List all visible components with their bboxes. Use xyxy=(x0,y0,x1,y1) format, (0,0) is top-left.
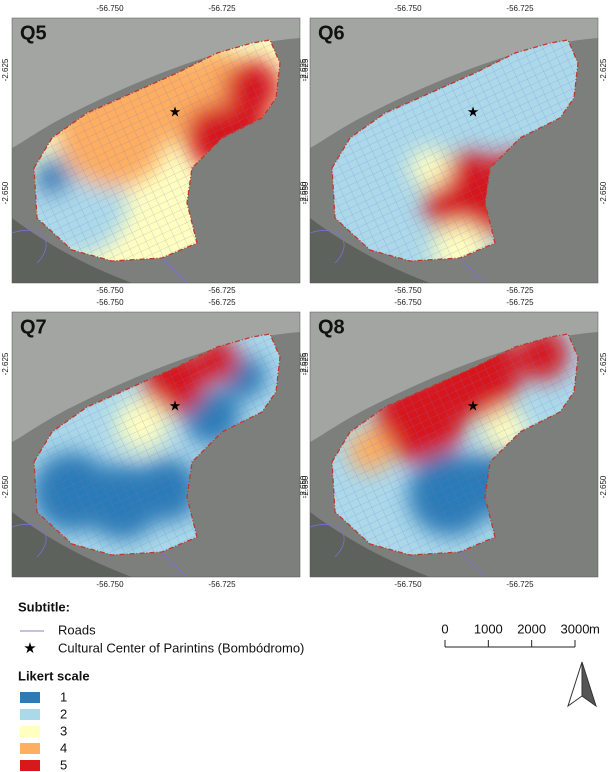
latitude-label: -2.625 xyxy=(1,58,10,81)
legend: Subtitle: Roads ★ Cultural Center of Parint… xyxy=(18,599,304,772)
latitude-label: -2.650 xyxy=(301,475,310,498)
longitude-label: -56.725 xyxy=(208,580,236,589)
road-outside xyxy=(310,523,486,577)
latitude-label: -2.625 xyxy=(301,352,310,375)
forest xyxy=(12,512,132,577)
panel-label: Q7 xyxy=(20,316,47,338)
latitude-label: -2.625 xyxy=(1,352,10,375)
latitude-label: -2.650 xyxy=(1,181,10,204)
latitude-label: -2.625 xyxy=(599,352,608,375)
likert-label: 1 xyxy=(60,689,67,704)
legend-item: Cultural Center of Parintins (Bombódromo… xyxy=(58,640,304,655)
star: ★ xyxy=(467,104,480,120)
map-panel: ★ Q5 -56.750 -56.750 -56.725 -56.725 -2.625 -2.… xyxy=(1,4,310,295)
star-symbol: ★ xyxy=(23,640,36,657)
latitude-label: -2.650 xyxy=(301,181,310,204)
longitude-label: -56.750 xyxy=(96,4,124,13)
scale-tick-label: 3000 xyxy=(561,621,590,636)
latitude-label: -2.625 xyxy=(299,352,308,375)
map-body: ★ xyxy=(310,18,598,283)
map-panel: ★ Q6 -56.750 -56.750 -56.725 -56.725 -2.625 -2.… xyxy=(299,4,608,295)
road-outside xyxy=(12,523,188,577)
latitude-label: -2.650 xyxy=(1,475,10,498)
longitude-label: -56.750 xyxy=(96,580,124,589)
scale-tick-label: 2000 xyxy=(517,621,546,636)
longitude-label: -56.750 xyxy=(96,286,124,295)
likert-label: 2 xyxy=(60,706,67,721)
boundary xyxy=(331,333,579,556)
road-outside xyxy=(12,229,188,283)
longitude-label: -56.725 xyxy=(506,298,534,307)
scale-unit: m xyxy=(589,621,600,636)
latitude-label: -2.625 xyxy=(299,58,308,81)
longitude-label: -56.750 xyxy=(394,298,422,307)
road-outside xyxy=(310,229,486,283)
scale-tick-label: 0 xyxy=(441,621,448,636)
longitude-label: -56.725 xyxy=(208,298,236,307)
map-body: ★ xyxy=(310,312,598,577)
likert-swatch xyxy=(20,692,40,703)
star: ★ xyxy=(169,398,182,414)
longitude-label: -56.750 xyxy=(394,286,422,295)
longitude-label: -56.725 xyxy=(208,286,236,295)
forest xyxy=(310,512,430,577)
scale-bar: 0 1000 2000 3000 m xyxy=(441,621,600,648)
latitude-label: -2.650 xyxy=(599,181,608,204)
north-arrow-right xyxy=(581,661,597,708)
panel-label: Q5 xyxy=(20,22,47,44)
latitude-label: -2.650 xyxy=(299,181,308,204)
latitude-label: -2.650 xyxy=(599,475,608,498)
star: ★ xyxy=(169,104,182,120)
likert-label: 3 xyxy=(60,723,67,738)
scale-title: Likert scale xyxy=(18,668,90,683)
likert-label: 4 xyxy=(60,740,67,755)
likert-swatch xyxy=(20,726,40,737)
scale-tick-label: 1000 xyxy=(474,621,503,636)
legend-title: Subtitle: xyxy=(18,599,70,614)
likert-label: 5 xyxy=(60,757,67,772)
star: ★ xyxy=(467,398,480,414)
latitude-label: -2.650 xyxy=(299,475,308,498)
panel-frame xyxy=(11,311,301,578)
longitude-label: -56.725 xyxy=(506,4,534,13)
map-body: ★ xyxy=(12,18,300,283)
north-arrow-left xyxy=(567,661,583,708)
likert-swatch xyxy=(20,760,40,771)
longitude-label: -56.725 xyxy=(208,4,236,13)
forest xyxy=(310,218,430,283)
panel-frame xyxy=(11,17,301,284)
longitude-label: -56.725 xyxy=(506,286,534,295)
latitude-label: -2.625 xyxy=(599,58,608,81)
boundary xyxy=(33,333,281,556)
likert-swatch xyxy=(20,709,40,720)
map-body: ★ xyxy=(12,312,300,577)
boundary xyxy=(33,39,281,262)
map-panel: ★ Q7 -56.750 -56.750 -56.725 -56.725 -2.625 -2.… xyxy=(1,298,310,589)
longitude-label: -56.750 xyxy=(394,580,422,589)
north-arrow xyxy=(567,661,597,708)
longitude-label: -56.750 xyxy=(96,298,124,307)
longitude-label: -56.725 xyxy=(506,580,534,589)
panel-frame xyxy=(309,311,599,578)
panel-label: Q8 xyxy=(318,316,345,338)
legend-item: Roads xyxy=(58,622,96,637)
panel-label: Q6 xyxy=(318,22,345,44)
longitude-label: -56.750 xyxy=(394,4,422,13)
forest xyxy=(12,218,132,283)
panel-frame xyxy=(309,17,599,284)
boundary xyxy=(331,39,579,262)
map-panel: ★ Q8 -56.750 -56.750 -56.725 -56.725 -2.625 -2.… xyxy=(299,298,608,589)
likert-swatch xyxy=(20,743,40,754)
latitude-label: -2.625 xyxy=(301,58,310,81)
